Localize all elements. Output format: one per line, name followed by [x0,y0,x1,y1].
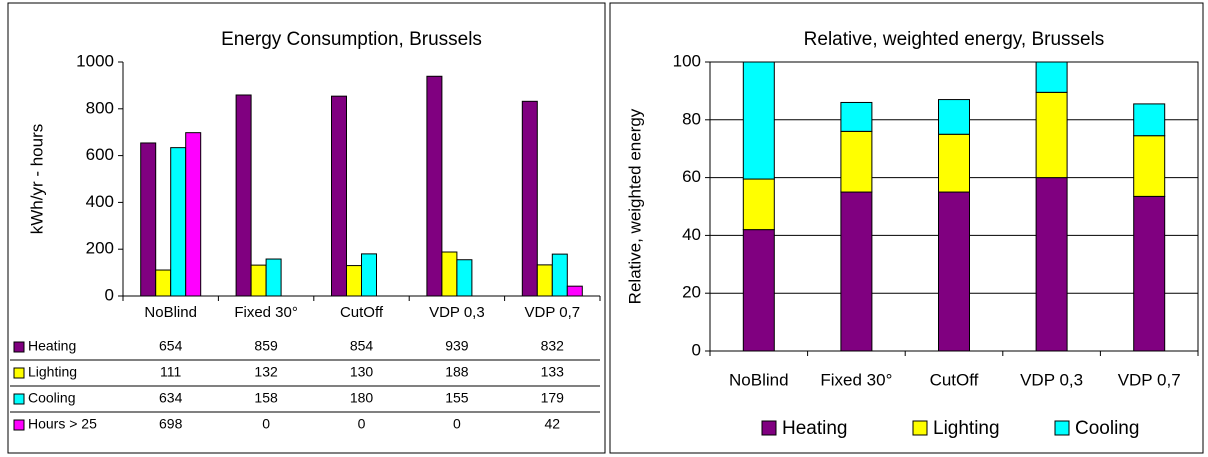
bar-segment [938,191,970,352]
table-cell: 188 [445,364,469,380]
x-tick-label: Fixed 30° [234,304,298,321]
table-cell: 654 [159,338,183,354]
y-tick-label: 600 [86,145,114,164]
x-tick-label: VDP 0,7 [1118,370,1181,389]
x-tick-label: Fixed 30° [820,370,892,389]
x-tick-label: NoBlind [729,370,789,389]
bar [185,132,202,297]
y-tick-label: 20 [682,283,701,302]
table-cell: 0 [453,416,461,432]
bar [426,75,443,297]
x-tick-label: CutOff [930,370,979,389]
y-tick-label: 200 [86,239,114,258]
legend-label: Cooling [1075,418,1139,439]
bar [250,264,267,297]
table-cell: 698 [159,416,183,432]
legend-label: Lighting [28,364,77,380]
bar [551,253,568,297]
table-cell: 133 [541,364,565,380]
x-tick-label: NoBlind [144,304,197,321]
right-panel [609,2,1204,454]
bar-segment [1133,195,1166,352]
legend-key [13,341,25,353]
legend-key [761,420,777,436]
table-cell: 939 [445,338,469,354]
legend-label: Hours > 25 [28,416,97,432]
bar-segment [938,99,970,135]
table-cell: 180 [350,390,374,406]
legend-label: Cooling [28,390,75,406]
y-tick-label: 100 [673,51,701,70]
chart-title: Energy Consumption, Brussels [221,29,482,50]
chart-title: Relative, weighted energy, Brussels [804,29,1105,50]
bar [536,264,553,297]
x-tick-label: VDP 0,7 [525,304,581,321]
bar-segment [840,101,873,132]
bar-segment [742,61,775,180]
x-tick-label: VDP 0,3 [429,304,485,321]
bar-segment [938,133,970,193]
table-cell: 130 [350,364,374,380]
table-cell: 0 [262,416,270,432]
legend-key [13,367,25,379]
table-cell: 158 [254,390,278,406]
y-tick-label: 1000 [76,51,114,70]
bar [441,251,458,297]
bar-segment [1133,135,1166,197]
y-tick-label: 60 [682,167,701,186]
bar [265,258,282,297]
legend-label: Lighting [933,418,1000,439]
left-panel [7,2,606,454]
y-tick-label: 800 [86,98,114,117]
table-cell: 42 [545,416,561,432]
bar [521,100,538,297]
bar-segment [742,229,775,352]
bar-segment [840,191,873,352]
x-tick-label: VDP 0,3 [1020,370,1083,389]
bar [140,142,157,297]
y-tick-label: 0 [692,340,701,359]
y-tick-label: 40 [682,225,701,244]
table-cell: 854 [350,338,374,354]
table-cell: 634 [159,390,183,406]
bar [331,95,347,297]
x-tick-label: CutOff [340,304,384,321]
y-axis-label: Relative, weighted energy [625,108,644,304]
bar-segment [1035,91,1068,179]
bar [346,265,362,297]
y-tick-label: 400 [86,192,114,211]
y-tick-label: 80 [682,109,701,128]
legend-key [13,419,25,431]
table-cell: 155 [445,390,469,406]
legend-label: Heating [782,418,848,439]
table-cell: 832 [541,338,565,354]
bar [566,285,583,297]
y-axis-label: kWh/yr - hours [27,124,46,235]
table-cell: 0 [358,416,366,432]
bar [155,269,172,297]
bar [361,253,377,297]
table-cell: 179 [541,390,565,406]
legend-key [13,393,25,405]
bar-segment [1035,177,1068,352]
bar [456,259,473,297]
legend-key [912,420,928,436]
y-tick-label: 0 [105,285,114,304]
legend-label: Heating [28,338,76,354]
bar [170,147,187,297]
table-cell: 111 [160,364,181,380]
bar-segment [742,178,775,231]
bar [235,94,252,297]
bar-segment [1133,103,1166,137]
bar-segment [1035,61,1068,93]
bar-segment [840,130,873,193]
table-cell: 859 [254,338,278,354]
table-cell: 132 [254,364,278,380]
legend-key [1054,420,1070,436]
